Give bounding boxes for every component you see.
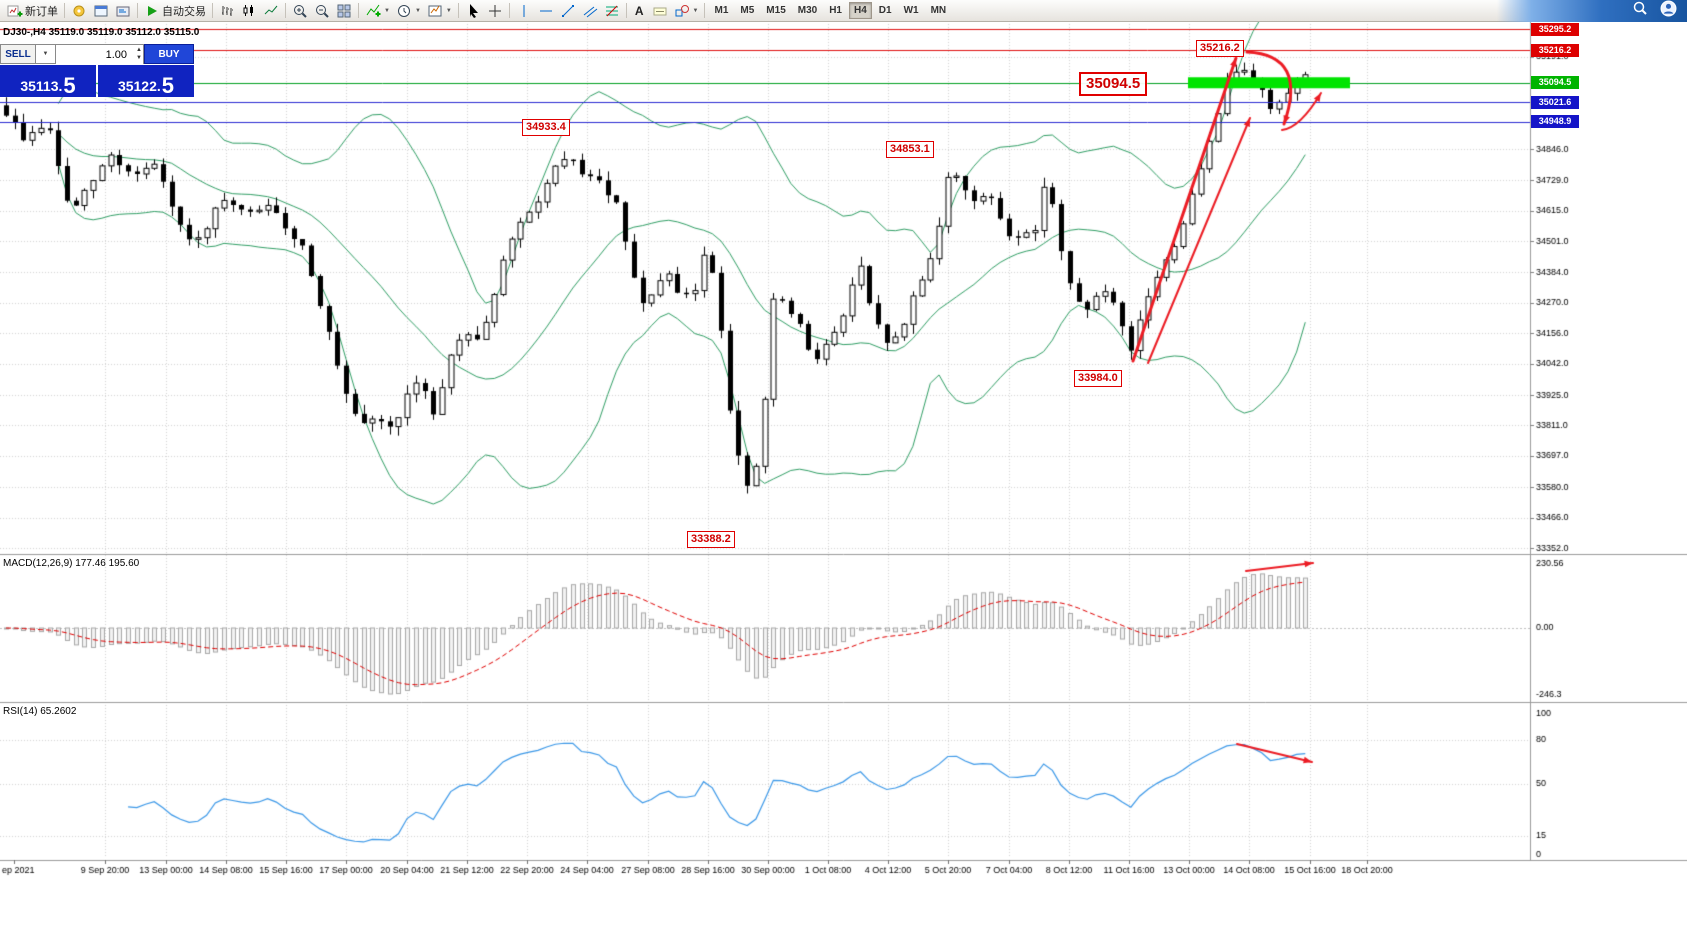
timeframe-button-m5[interactable]: M5 bbox=[740, 5, 755, 16]
price-annotation[interactable]: 35094.5 bbox=[1079, 72, 1148, 96]
shapes-icon[interactable]: ▼ bbox=[671, 0, 702, 21]
timeframe-button-m30[interactable]: M30 bbox=[797, 5, 818, 16]
price-annotation[interactable]: 33388.2 bbox=[687, 531, 735, 548]
templates-icon[interactable]: ▼ bbox=[424, 0, 455, 21]
price-annotation[interactable]: 33984.0 bbox=[1074, 370, 1122, 387]
one-click-trade-panel: SELL ▼ ▲▼ BUY 35113.5 35122.5 bbox=[0, 44, 194, 97]
price-chart[interactable] bbox=[0, 22, 1687, 942]
axis-price-marker: 35021.6 bbox=[1531, 95, 1579, 109]
timeframe-button-h4[interactable]: H4 bbox=[849, 2, 872, 19]
rsi-indicator-label: RSI(14) 65.2602 bbox=[3, 706, 77, 717]
market-watch-icon[interactable] bbox=[90, 0, 112, 21]
axis-price-marker: 34948.9 bbox=[1531, 115, 1579, 129]
account-icon[interactable] bbox=[1660, 0, 1677, 22]
zoom-out-icon[interactable] bbox=[311, 0, 333, 21]
zoom-in-icon[interactable] bbox=[289, 0, 311, 21]
timeframe-button-h1[interactable]: H1 bbox=[829, 5, 842, 16]
timeframe-button-d1[interactable]: D1 bbox=[878, 5, 892, 16]
alerts-icon[interactable] bbox=[68, 0, 90, 21]
toolbar-separator bbox=[285, 3, 286, 18]
toolbar-separator bbox=[457, 3, 459, 18]
candlestick-icon[interactable] bbox=[238, 0, 260, 21]
axis-price-marker: 35216.2 bbox=[1531, 43, 1579, 57]
search-icon[interactable] bbox=[1632, 0, 1648, 21]
toolbar-separator bbox=[704, 3, 706, 18]
crosshair-icon[interactable] bbox=[484, 0, 506, 21]
channel-icon[interactable] bbox=[579, 0, 601, 21]
price-annotation[interactable]: 34933.4 bbox=[522, 119, 570, 136]
axis-price-marker: 35295.2 bbox=[1531, 22, 1579, 36]
volume-stepper[interactable]: ▲ ▼ bbox=[136, 47, 142, 61]
new-order-icon[interactable]: 新订单 bbox=[4, 0, 61, 21]
horizontal-line-icon[interactable] bbox=[535, 0, 557, 21]
trendline-icon[interactable] bbox=[557, 0, 579, 21]
text-icon[interactable]: A bbox=[634, 3, 644, 18]
tile-windows-icon[interactable] bbox=[333, 0, 355, 21]
toolbar-separator bbox=[625, 3, 627, 18]
bar-chart-icon[interactable] bbox=[216, 0, 238, 21]
timeframe-button-m1[interactable]: M1 bbox=[714, 5, 729, 16]
toolbar-separator bbox=[358, 3, 359, 18]
macd-indicator-label: MACD(12,26,9) 177.46 195.60 bbox=[3, 558, 140, 569]
timeframe-button-m15[interactable]: M15 bbox=[766, 5, 786, 16]
fibonacci-icon[interactable] bbox=[601, 0, 623, 21]
toolbar-groups: 新订单 自动交易 ▼ ▼ ▼ A ▼ M1 M5 M15 M30 H1 H4 D1 W1 MN bbox=[4, 0, 952, 21]
buy-price-display[interactable]: 35122. 5 bbox=[98, 65, 194, 97]
price-annotation[interactable]: 35216.2 bbox=[1196, 40, 1244, 57]
indicators-icon[interactable]: ▼ bbox=[362, 0, 393, 21]
line-chart-icon[interactable] bbox=[260, 0, 282, 21]
volume-input[interactable] bbox=[56, 46, 143, 64]
toolbar-separator bbox=[508, 3, 510, 18]
axis-price-marker: 35094.5 bbox=[1531, 76, 1579, 90]
sell-button[interactable]: SELL bbox=[0, 44, 36, 64]
label-icon[interactable] bbox=[649, 0, 671, 21]
toolbar-separator bbox=[64, 3, 65, 18]
vertical-line-icon[interactable] bbox=[513, 0, 535, 21]
timeframe-button-w1[interactable]: W1 bbox=[903, 5, 919, 16]
periods-icon[interactable]: ▼ bbox=[393, 0, 424, 21]
buy-button[interactable]: BUY bbox=[144, 44, 194, 64]
cursor-icon[interactable] bbox=[462, 0, 484, 21]
timeframe-button-mn[interactable]: MN bbox=[930, 5, 947, 16]
order-type-combo[interactable]: ▼ bbox=[36, 44, 56, 64]
symbol-ohlc-label: DJ30-,H4 35119.0 35119.0 35112.0 35115.0 bbox=[3, 27, 200, 38]
auto-trading-button[interactable]: 自动交易 bbox=[141, 0, 209, 21]
toolbar-separator bbox=[137, 3, 138, 18]
sell-price-display[interactable]: 35113. 5 bbox=[0, 65, 96, 97]
main-toolbar: 新订单 自动交易 ▼ ▼ ▼ A ▼ M1 M5 M15 M30 H1 H4 D1 W1 MN bbox=[0, 0, 1687, 22]
data-window-icon[interactable] bbox=[112, 0, 134, 21]
toolbar-right-area bbox=[1497, 0, 1687, 22]
price-annotation[interactable]: 34853.1 bbox=[886, 141, 934, 158]
toolbar-separator bbox=[212, 3, 213, 18]
